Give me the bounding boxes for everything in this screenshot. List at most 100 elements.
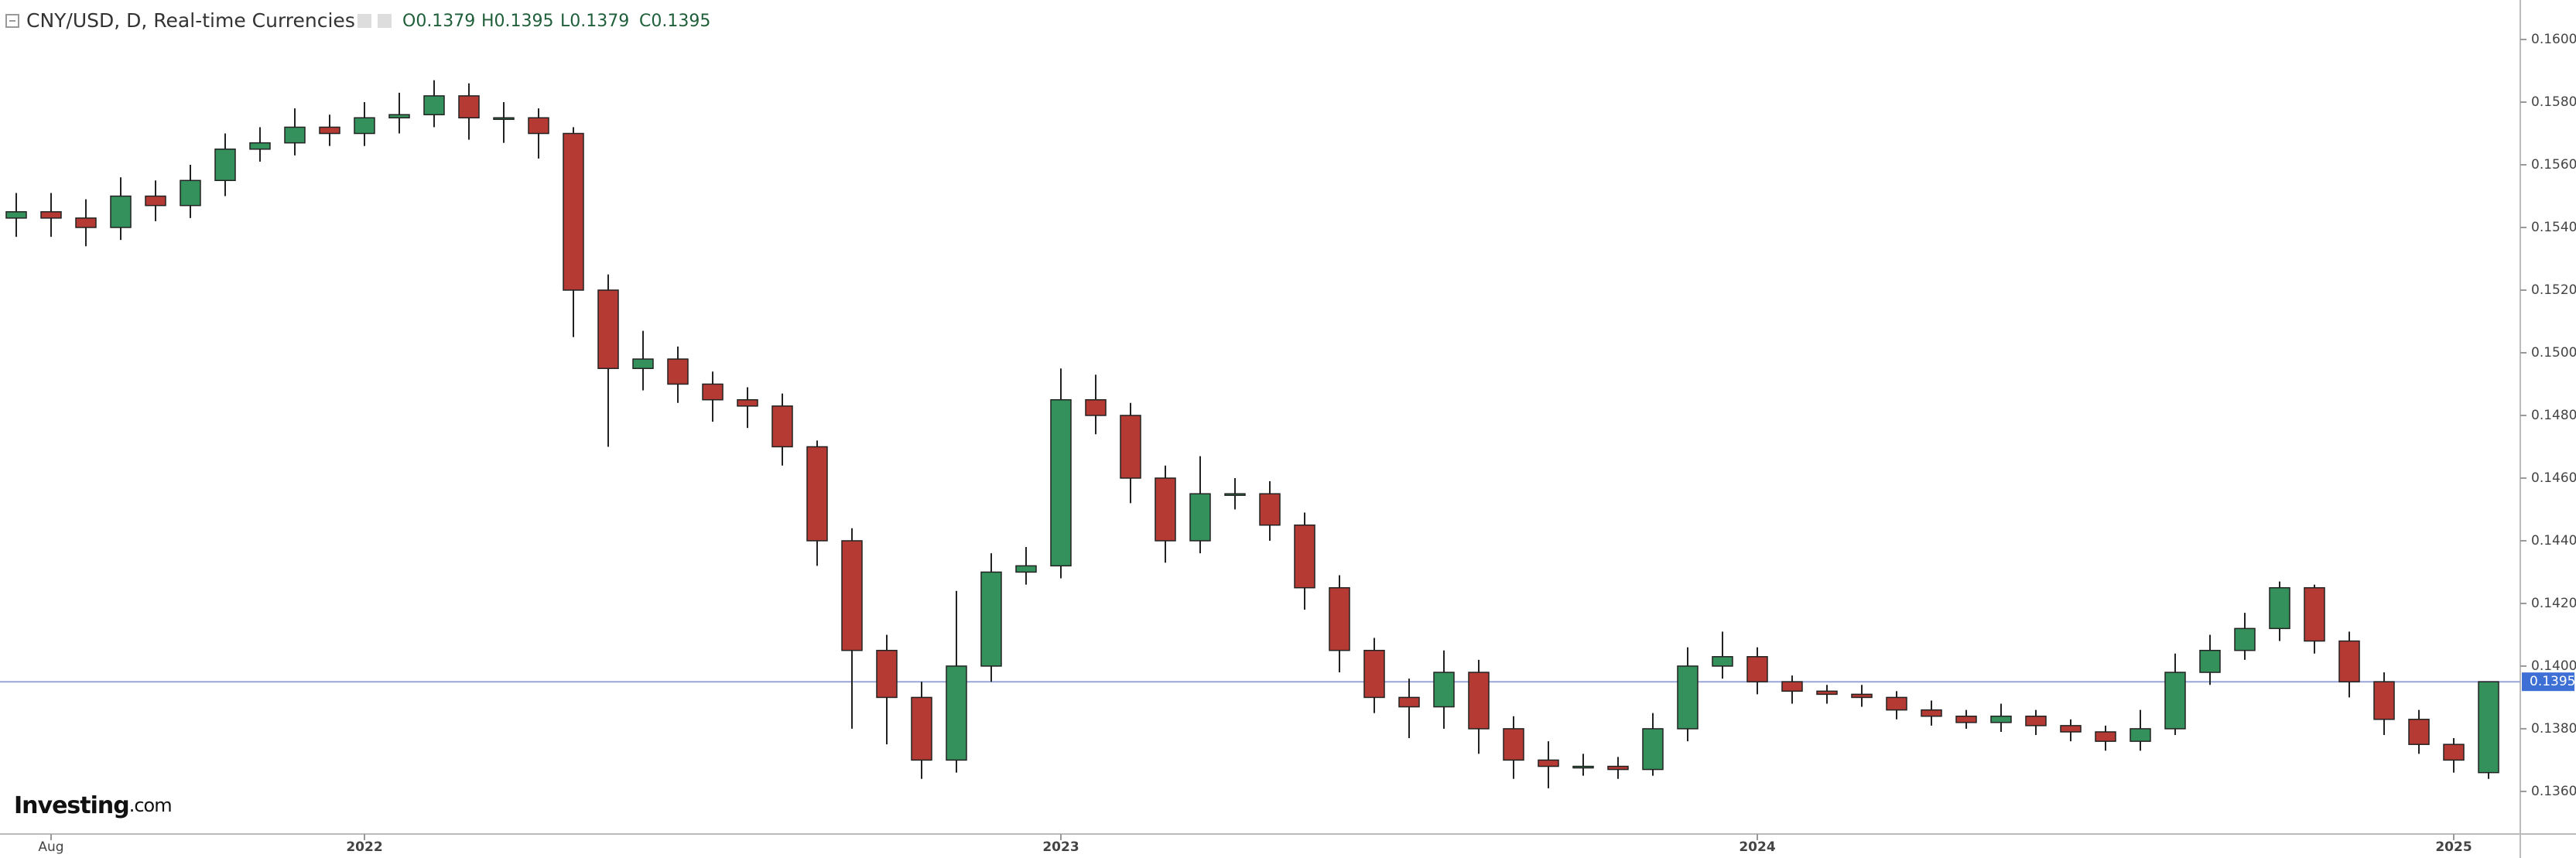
candle-body — [1712, 656, 1733, 667]
candle-body — [1155, 477, 1176, 542]
candle-body — [2304, 586, 2325, 642]
candle-body — [2060, 725, 2082, 733]
candle-body — [2269, 586, 2290, 630]
candle-body — [980, 571, 1002, 667]
candle-body — [458, 95, 480, 119]
candle-body — [1294, 524, 1315, 589]
candle-body — [110, 195, 132, 228]
y-tick-label: 0.1400 — [2531, 658, 2576, 674]
candle-body — [1189, 493, 1211, 542]
x-tick-label: 2023 — [1042, 839, 1079, 855]
candle-body — [2373, 681, 2395, 720]
last-price-label: 0.1395 — [2530, 674, 2575, 689]
y-tick-label: 0.1500 — [2531, 345, 2576, 361]
candle-body — [214, 149, 236, 182]
logo-main: Investing — [14, 792, 129, 819]
candle-body — [1468, 672, 1490, 730]
candle-body — [563, 132, 584, 291]
candle-body — [1781, 681, 1803, 692]
y-tick-label: 0.1420 — [2531, 596, 2576, 611]
y-tick-label: 0.1600 — [2531, 32, 2576, 47]
candle-body — [249, 142, 271, 150]
candle-body — [1120, 415, 1141, 479]
y-tick-label: 0.1480 — [2531, 408, 2576, 423]
x-tick-label: 2022 — [346, 839, 382, 855]
candle-body — [40, 211, 62, 219]
candle-body — [2234, 627, 2256, 651]
candle-body — [771, 405, 793, 448]
logo-suffix: .com — [129, 795, 172, 816]
logo: Investing.com — [14, 792, 172, 819]
last-price-box — [2522, 672, 2574, 692]
candle-body — [1955, 715, 1977, 723]
collapse-button[interactable] — [5, 14, 19, 28]
candle-body — [737, 398, 758, 407]
candle-body — [1015, 565, 1037, 573]
candle-body — [1572, 765, 1594, 769]
candle-body — [1050, 398, 1072, 567]
y-tick-label: 0.1540 — [2531, 220, 2576, 235]
ohlc-value: L0.1379 — [560, 12, 629, 31]
candle-body — [2338, 640, 2360, 682]
candle-body — [180, 179, 201, 207]
candle-body — [1398, 696, 1420, 708]
candle-body — [493, 117, 515, 121]
candle-body — [388, 114, 410, 119]
candle-body — [1642, 728, 1664, 771]
candle-body — [667, 358, 689, 385]
candle-body — [1921, 709, 1942, 717]
y-tick-label: 0.1360 — [2531, 784, 2576, 799]
x-tick-label: Aug — [38, 839, 63, 855]
candle-body — [1990, 715, 2012, 723]
settings-button[interactable] — [357, 14, 371, 28]
candle-body — [2199, 649, 2221, 673]
candle-body — [911, 696, 932, 761]
y-tick-label: 0.1520 — [2531, 282, 2576, 298]
candle-body — [1085, 398, 1107, 416]
y-tick-label: 0.1560 — [2531, 157, 2576, 173]
y-tick-label: 0.1440 — [2531, 533, 2576, 549]
y-tick-label: 0.1460 — [2531, 470, 2576, 486]
x-tick-label: 2025 — [2435, 839, 2472, 855]
candle-body — [1433, 672, 1455, 708]
candle-body — [876, 649, 898, 699]
candle-body — [1224, 493, 1246, 496]
candle-body — [2025, 715, 2047, 726]
candle-body — [354, 117, 375, 135]
chart-title: CNY/USD, D, Real-time Currencies — [26, 9, 355, 32]
close-button[interactable] — [378, 14, 392, 28]
candle-body — [1503, 728, 1524, 761]
candle-body — [1259, 493, 1281, 526]
candle-body — [423, 95, 445, 115]
candle-body — [528, 117, 549, 135]
candle-body — [5, 211, 27, 219]
candle-body — [1746, 656, 1768, 682]
candle-body — [632, 358, 654, 369]
candle-body — [946, 665, 967, 761]
candle-body — [2408, 719, 2430, 745]
candle-body — [597, 289, 619, 369]
candle-body — [702, 383, 724, 401]
candle-body — [2130, 728, 2151, 742]
candle-body — [2095, 731, 2116, 742]
candle-body — [1363, 649, 1385, 699]
ohlc-value: O0.1379 — [402, 12, 475, 31]
candle-body — [1886, 696, 1907, 711]
ohlc-value: H0.1395 — [481, 12, 554, 31]
y-tick-label: 0.1380 — [2531, 721, 2576, 737]
candle-body — [75, 217, 97, 228]
candle-body — [1607, 765, 1629, 771]
candle-body — [2478, 681, 2499, 774]
candle-body — [1677, 665, 1699, 730]
y-tick-label: 0.1580 — [2531, 94, 2576, 110]
candle-body — [2164, 672, 2186, 730]
x-tick-label: 2024 — [1739, 839, 1775, 855]
candle-body — [145, 195, 166, 207]
ohlc-value: C0.1395 — [639, 12, 710, 31]
candle-body — [2443, 743, 2465, 761]
candle-body — [1851, 693, 1873, 699]
candle-body — [806, 446, 828, 542]
